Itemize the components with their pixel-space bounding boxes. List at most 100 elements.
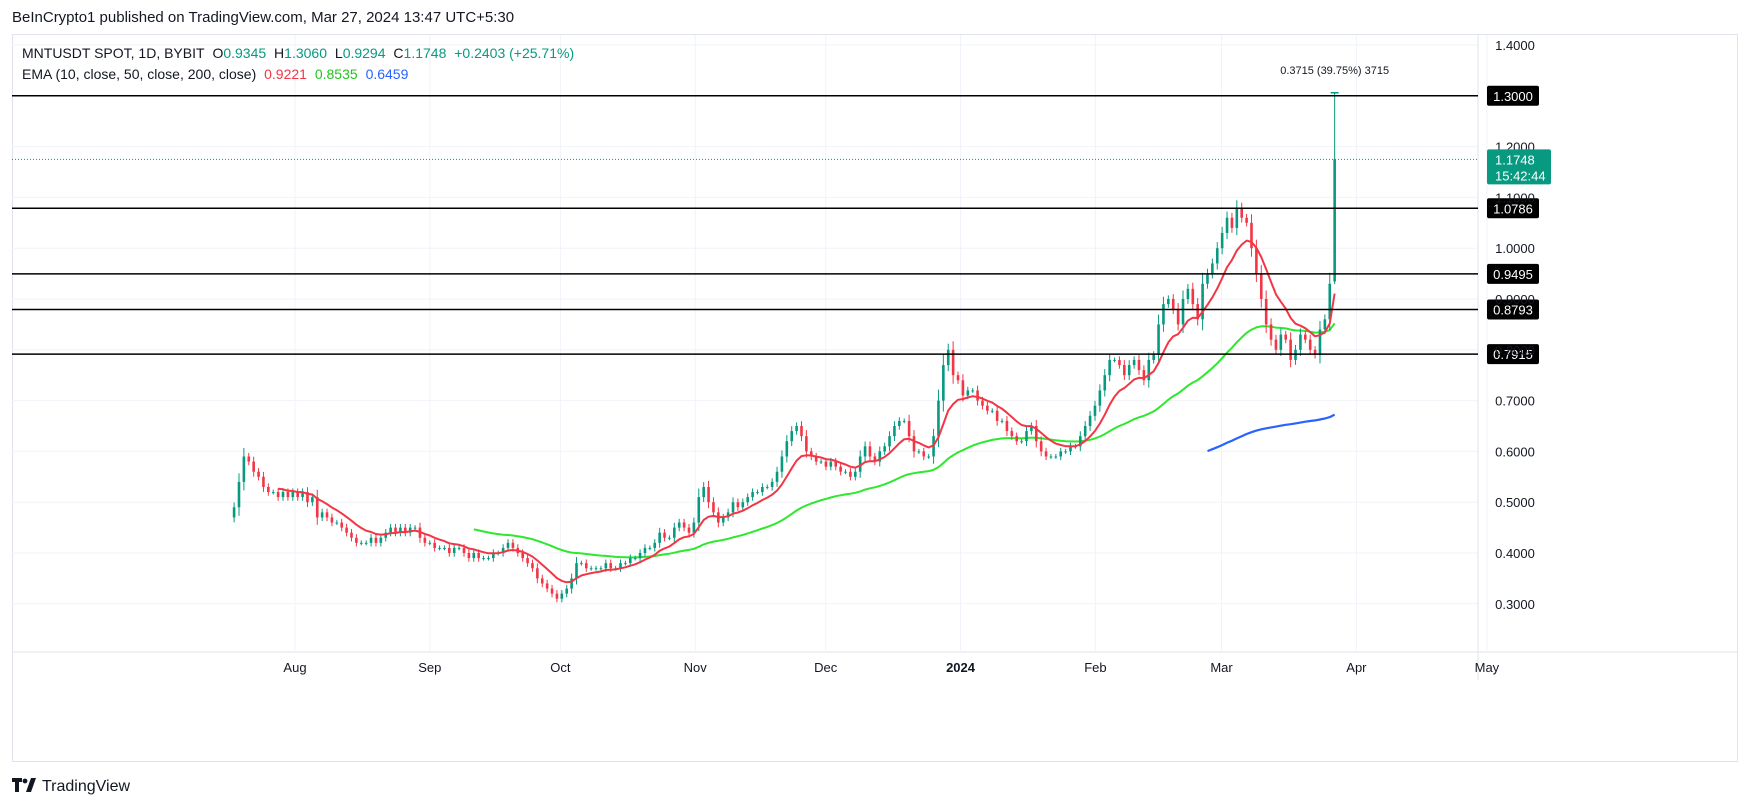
candle-body bbox=[1010, 431, 1014, 437]
candle-body bbox=[1186, 288, 1190, 299]
candle-body bbox=[286, 492, 290, 498]
candle-body bbox=[320, 512, 324, 518]
candle-body bbox=[1206, 273, 1209, 284]
candle-body bbox=[1171, 299, 1175, 310]
candle-body bbox=[487, 558, 490, 560]
candle-body bbox=[589, 568, 593, 570]
legend-change: +0.2403 (+25.71%) bbox=[454, 45, 575, 61]
candle-body bbox=[1255, 248, 1258, 274]
candle-body bbox=[922, 451, 926, 457]
candle-body bbox=[1328, 283, 1332, 320]
candle-body bbox=[946, 349, 950, 366]
candle-body bbox=[785, 441, 789, 457]
candle-body bbox=[271, 492, 275, 494]
candle-body bbox=[1196, 304, 1199, 320]
legend-ema200-value: 0.6459 bbox=[365, 66, 409, 82]
candle-body bbox=[770, 481, 774, 487]
candle-body bbox=[726, 512, 730, 518]
level-badge-label: 1.0786 bbox=[1493, 201, 1533, 216]
candle-body bbox=[482, 558, 485, 560]
candle-body bbox=[746, 497, 749, 503]
candle-body bbox=[1318, 329, 1322, 355]
candle-body bbox=[1103, 375, 1107, 391]
price-tick-label: 1.4000 bbox=[1495, 38, 1535, 53]
legend-ohlc: MNTUSDT SPOT, 1D, BYBIT O0.9345 H1.3060 … bbox=[22, 45, 578, 61]
candle-body bbox=[1079, 436, 1082, 447]
time-tick-label: 2024 bbox=[946, 660, 976, 675]
candle-body bbox=[712, 502, 715, 513]
candle-body bbox=[1250, 222, 1253, 249]
candle-body bbox=[1162, 304, 1165, 325]
candle-body bbox=[633, 558, 637, 560]
price-tick-label: 0.4000 bbox=[1495, 546, 1535, 561]
price-tick-label: 0.6000 bbox=[1495, 444, 1535, 459]
candle-body bbox=[761, 486, 764, 493]
candle-body bbox=[643, 547, 647, 553]
candle-body bbox=[702, 486, 705, 498]
candle-body bbox=[315, 497, 319, 518]
price-tick-label: 0.5000 bbox=[1495, 495, 1535, 510]
candle-body bbox=[452, 547, 456, 553]
candle-body bbox=[682, 522, 686, 528]
candle-body bbox=[1201, 283, 1204, 320]
candle-body bbox=[545, 583, 549, 589]
candle-body bbox=[364, 542, 368, 544]
candle-body bbox=[399, 527, 402, 533]
candle-body bbox=[653, 542, 657, 548]
level-badge-label: 1.3000 bbox=[1493, 89, 1533, 104]
candle-body bbox=[355, 537, 358, 543]
legend-high-value: 1.3060 bbox=[284, 45, 327, 61]
ema-10-path bbox=[277, 239, 1336, 584]
candle-body bbox=[907, 420, 911, 437]
candle-body bbox=[550, 588, 554, 594]
time-tick-label: Sep bbox=[418, 660, 441, 675]
legend-low-label: L bbox=[334, 45, 343, 61]
candle-body bbox=[868, 446, 872, 457]
candle-body bbox=[756, 492, 759, 494]
candle-body bbox=[1313, 349, 1317, 355]
candle-body bbox=[800, 426, 803, 437]
candle-body bbox=[956, 375, 960, 381]
candle-body bbox=[1030, 426, 1033, 432]
candle-body bbox=[1113, 359, 1116, 361]
candle-body bbox=[976, 390, 979, 401]
candle-body bbox=[1211, 263, 1214, 274]
candle-body bbox=[995, 410, 999, 421]
candle-body bbox=[893, 426, 896, 437]
candle-body bbox=[951, 349, 955, 376]
candle-body bbox=[232, 507, 236, 518]
candle-body bbox=[428, 542, 432, 544]
candle-body bbox=[1284, 334, 1288, 340]
candle-body bbox=[462, 547, 466, 553]
candle-body bbox=[594, 568, 598, 570]
candle-body bbox=[1083, 426, 1087, 437]
candle-body bbox=[1259, 273, 1263, 299]
candle-body bbox=[795, 426, 798, 432]
candle-body bbox=[457, 547, 461, 549]
tradingview-brand[interactable]: TradingView bbox=[12, 777, 130, 797]
candle-body bbox=[863, 446, 867, 457]
level-badge bbox=[1487, 85, 1539, 106]
candle-body bbox=[1049, 456, 1053, 458]
candle-body bbox=[1152, 354, 1155, 360]
time-tick-label: Aug bbox=[283, 660, 306, 675]
countdown-label: 15:42:44 bbox=[1495, 168, 1546, 183]
candle-body bbox=[560, 593, 564, 599]
time-tick-label: Dec bbox=[814, 660, 838, 675]
candle-body bbox=[257, 471, 260, 477]
candle-body bbox=[536, 568, 539, 579]
candle-body bbox=[262, 476, 265, 487]
candle-body bbox=[1005, 420, 1009, 432]
candle-body bbox=[1000, 420, 1004, 422]
candle-body bbox=[1034, 426, 1038, 442]
candle-body bbox=[521, 553, 524, 559]
last-price-label: 1.1748 bbox=[1495, 152, 1535, 167]
candle-body bbox=[731, 502, 735, 513]
time-tick-label: Apr bbox=[1346, 660, 1367, 675]
candle-body bbox=[1025, 431, 1028, 442]
price-tick-label: 1.1000 bbox=[1495, 190, 1535, 205]
candle-body bbox=[986, 405, 989, 411]
time-axis: Aug Sep Oct Nov Dec 2024 Feb Mar Apr May bbox=[283, 660, 1499, 675]
